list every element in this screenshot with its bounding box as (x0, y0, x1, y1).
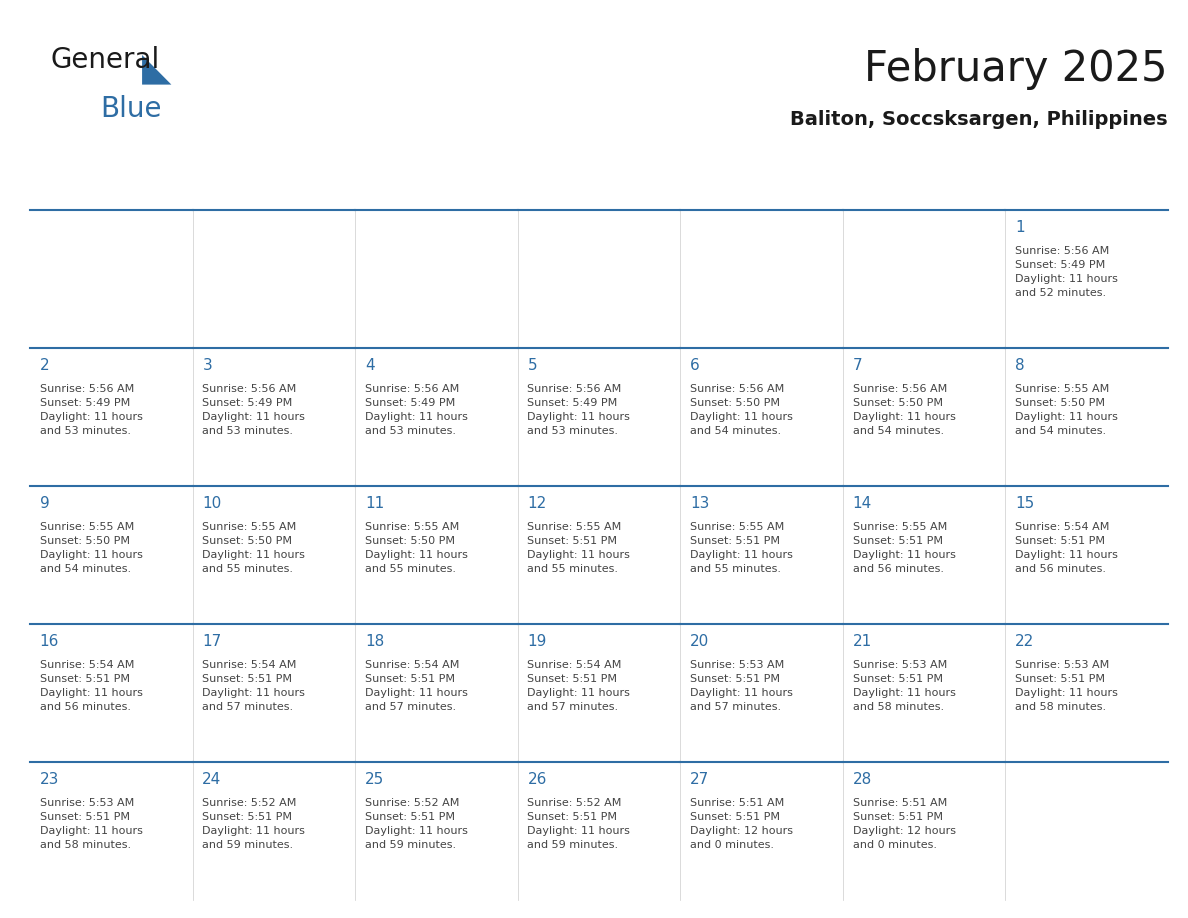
Text: Blue: Blue (101, 95, 163, 123)
Text: Sunrise: 5:55 AM
Sunset: 5:50 PM
Daylight: 11 hours
and 55 minutes.: Sunrise: 5:55 AM Sunset: 5:50 PM Dayligh… (202, 521, 305, 574)
Text: Sunrise: 5:51 AM
Sunset: 5:51 PM
Daylight: 12 hours
and 0 minutes.: Sunrise: 5:51 AM Sunset: 5:51 PM Dayligh… (690, 798, 794, 850)
Text: 9: 9 (39, 496, 50, 510)
Text: Wednesday: Wednesday (529, 184, 618, 198)
Text: 17: 17 (202, 633, 222, 649)
Text: Sunrise: 5:53 AM
Sunset: 5:51 PM
Daylight: 11 hours
and 58 minutes.: Sunrise: 5:53 AM Sunset: 5:51 PM Dayligh… (1016, 660, 1118, 711)
Text: Sunrise: 5:54 AM
Sunset: 5:51 PM
Daylight: 11 hours
and 56 minutes.: Sunrise: 5:54 AM Sunset: 5:51 PM Dayligh… (39, 660, 143, 711)
Text: Sunrise: 5:56 AM
Sunset: 5:49 PM
Daylight: 11 hours
and 53 minutes.: Sunrise: 5:56 AM Sunset: 5:49 PM Dayligh… (202, 384, 305, 436)
Text: 19: 19 (527, 633, 546, 649)
Text: 6: 6 (690, 358, 700, 373)
Text: Tuesday: Tuesday (367, 184, 429, 198)
Text: 24: 24 (202, 772, 222, 787)
Text: Sunrise: 5:56 AM
Sunset: 5:49 PM
Daylight: 11 hours
and 53 minutes.: Sunrise: 5:56 AM Sunset: 5:49 PM Dayligh… (365, 384, 468, 436)
Text: Sunrise: 5:55 AM
Sunset: 5:51 PM
Daylight: 11 hours
and 55 minutes.: Sunrise: 5:55 AM Sunset: 5:51 PM Dayligh… (527, 521, 631, 574)
Text: 11: 11 (365, 496, 384, 510)
Text: Sunrise: 5:54 AM
Sunset: 5:51 PM
Daylight: 11 hours
and 56 minutes.: Sunrise: 5:54 AM Sunset: 5:51 PM Dayligh… (1016, 521, 1118, 574)
Text: Sunrise: 5:54 AM
Sunset: 5:51 PM
Daylight: 11 hours
and 57 minutes.: Sunrise: 5:54 AM Sunset: 5:51 PM Dayligh… (202, 660, 305, 711)
Text: February 2025: February 2025 (865, 48, 1168, 90)
Text: 2: 2 (39, 358, 50, 373)
Text: Baliton, Soccsksargen, Philippines: Baliton, Soccsksargen, Philippines (790, 110, 1168, 129)
Text: 1: 1 (1016, 219, 1025, 235)
Text: Sunday: Sunday (42, 184, 99, 198)
Text: Sunrise: 5:55 AM
Sunset: 5:51 PM
Daylight: 11 hours
and 56 minutes.: Sunrise: 5:55 AM Sunset: 5:51 PM Dayligh… (853, 521, 955, 574)
Text: Sunrise: 5:52 AM
Sunset: 5:51 PM
Daylight: 11 hours
and 59 minutes.: Sunrise: 5:52 AM Sunset: 5:51 PM Dayligh… (365, 798, 468, 850)
Text: 12: 12 (527, 496, 546, 510)
Text: 14: 14 (853, 496, 872, 510)
Text: Saturday: Saturday (1017, 184, 1086, 198)
Polygon shape (143, 55, 171, 84)
Text: Sunrise: 5:55 AM
Sunset: 5:50 PM
Daylight: 11 hours
and 54 minutes.: Sunrise: 5:55 AM Sunset: 5:50 PM Dayligh… (1016, 384, 1118, 436)
Text: Sunrise: 5:56 AM
Sunset: 5:50 PM
Daylight: 11 hours
and 54 minutes.: Sunrise: 5:56 AM Sunset: 5:50 PM Dayligh… (853, 384, 955, 436)
Text: 4: 4 (365, 358, 374, 373)
Text: 21: 21 (853, 633, 872, 649)
Text: Sunrise: 5:53 AM
Sunset: 5:51 PM
Daylight: 11 hours
and 58 minutes.: Sunrise: 5:53 AM Sunset: 5:51 PM Dayligh… (39, 798, 143, 850)
Text: 16: 16 (39, 633, 59, 649)
Text: Sunrise: 5:56 AM
Sunset: 5:50 PM
Daylight: 11 hours
and 54 minutes.: Sunrise: 5:56 AM Sunset: 5:50 PM Dayligh… (690, 384, 792, 436)
Text: Sunrise: 5:54 AM
Sunset: 5:51 PM
Daylight: 11 hours
and 57 minutes.: Sunrise: 5:54 AM Sunset: 5:51 PM Dayligh… (527, 660, 631, 711)
Text: Sunrise: 5:55 AM
Sunset: 5:50 PM
Daylight: 11 hours
and 55 minutes.: Sunrise: 5:55 AM Sunset: 5:50 PM Dayligh… (365, 521, 468, 574)
Text: Monday: Monday (204, 184, 264, 198)
Text: Sunrise: 5:52 AM
Sunset: 5:51 PM
Daylight: 11 hours
and 59 minutes.: Sunrise: 5:52 AM Sunset: 5:51 PM Dayligh… (202, 798, 305, 850)
Text: 26: 26 (527, 772, 546, 787)
Text: General: General (50, 46, 159, 74)
Text: Sunrise: 5:53 AM
Sunset: 5:51 PM
Daylight: 11 hours
and 58 minutes.: Sunrise: 5:53 AM Sunset: 5:51 PM Dayligh… (853, 660, 955, 711)
Text: Sunrise: 5:55 AM
Sunset: 5:51 PM
Daylight: 11 hours
and 55 minutes.: Sunrise: 5:55 AM Sunset: 5:51 PM Dayligh… (690, 521, 792, 574)
Text: Sunrise: 5:53 AM
Sunset: 5:51 PM
Daylight: 11 hours
and 57 minutes.: Sunrise: 5:53 AM Sunset: 5:51 PM Dayligh… (690, 660, 792, 711)
Text: Sunrise: 5:51 AM
Sunset: 5:51 PM
Daylight: 12 hours
and 0 minutes.: Sunrise: 5:51 AM Sunset: 5:51 PM Dayligh… (853, 798, 955, 850)
Text: 5: 5 (527, 358, 537, 373)
Text: Sunrise: 5:55 AM
Sunset: 5:50 PM
Daylight: 11 hours
and 54 minutes.: Sunrise: 5:55 AM Sunset: 5:50 PM Dayligh… (39, 521, 143, 574)
Text: 3: 3 (202, 358, 213, 373)
Text: 22: 22 (1016, 633, 1035, 649)
Text: Sunrise: 5:56 AM
Sunset: 5:49 PM
Daylight: 11 hours
and 52 minutes.: Sunrise: 5:56 AM Sunset: 5:49 PM Dayligh… (1016, 246, 1118, 297)
Text: 23: 23 (39, 772, 59, 787)
Text: Thursday: Thursday (691, 184, 763, 198)
Text: Friday: Friday (854, 184, 902, 198)
Text: Sunrise: 5:52 AM
Sunset: 5:51 PM
Daylight: 11 hours
and 59 minutes.: Sunrise: 5:52 AM Sunset: 5:51 PM Dayligh… (527, 798, 631, 850)
Text: 20: 20 (690, 633, 709, 649)
Text: 8: 8 (1016, 358, 1025, 373)
Text: Sunrise: 5:56 AM
Sunset: 5:49 PM
Daylight: 11 hours
and 53 minutes.: Sunrise: 5:56 AM Sunset: 5:49 PM Dayligh… (527, 384, 631, 436)
Text: 25: 25 (365, 772, 384, 787)
Text: 10: 10 (202, 496, 222, 510)
Text: 27: 27 (690, 772, 709, 787)
Text: 15: 15 (1016, 496, 1035, 510)
Text: Sunrise: 5:56 AM
Sunset: 5:49 PM
Daylight: 11 hours
and 53 minutes.: Sunrise: 5:56 AM Sunset: 5:49 PM Dayligh… (39, 384, 143, 436)
Text: 13: 13 (690, 496, 709, 510)
Text: Sunrise: 5:54 AM
Sunset: 5:51 PM
Daylight: 11 hours
and 57 minutes.: Sunrise: 5:54 AM Sunset: 5:51 PM Dayligh… (365, 660, 468, 711)
Text: 28: 28 (853, 772, 872, 787)
Text: 18: 18 (365, 633, 384, 649)
Text: 7: 7 (853, 358, 862, 373)
